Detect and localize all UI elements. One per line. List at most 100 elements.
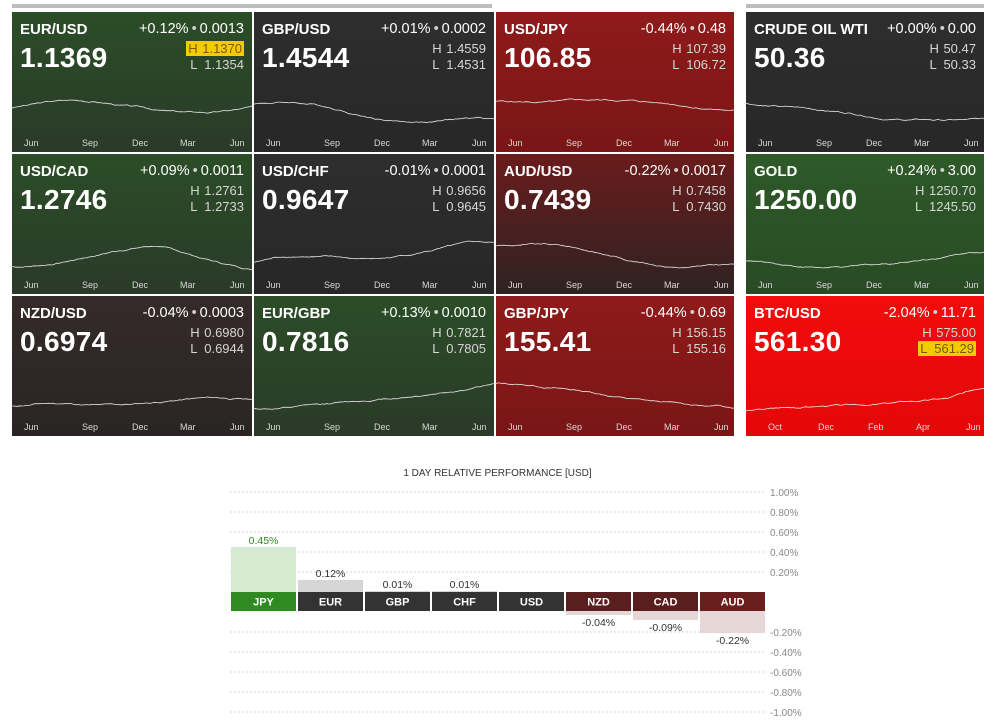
month-label: Sep: [816, 138, 833, 148]
high-low: H 0.7458 L 0.7430: [672, 183, 726, 215]
high-value: 0.7458: [686, 183, 726, 198]
low-wrap: L 0.6944: [190, 341, 244, 356]
top-divider: [12, 4, 492, 8]
change-absolute: 0.48: [697, 21, 726, 37]
bar: [298, 580, 363, 592]
month-label: Mar: [180, 138, 196, 148]
low-wrap: L 0.7805: [432, 341, 486, 356]
quote-tile-gbp-jpy[interactable]: GBP/JPY -0.44% • 0.69 155.41 H 156.15 L 155.16 Ju…: [496, 296, 734, 436]
separator-dot: •: [939, 163, 945, 179]
sparkline: [746, 251, 984, 269]
price: 0.7439: [504, 184, 592, 215]
change-percent: +0.13%: [380, 305, 431, 321]
change: +0.24% • 3.00: [887, 163, 976, 179]
quote-tile-eur-gbp[interactable]: EUR/GBP +0.13% • 0.0010 0.7816 H 0.7821 L 0.7805…: [254, 296, 494, 436]
month-label: Dec: [132, 280, 149, 290]
month-label: Jun: [266, 422, 281, 432]
high-row: H 0.6980: [190, 325, 244, 341]
month-axis: Jun Sep Dec Mar Jun: [496, 422, 734, 434]
separator-dot: •: [689, 21, 695, 37]
month-label: Jun: [508, 138, 523, 148]
high-wrap: H 156.15: [672, 325, 726, 340]
change: -0.44% • 0.48: [641, 21, 726, 37]
sparkline: [254, 101, 494, 124]
sparkline-path: [496, 382, 734, 409]
symbol: AUD/USD: [504, 163, 573, 180]
high-row: H 575.00: [918, 325, 976, 341]
change: +0.12% • 0.0013: [139, 21, 244, 37]
high-low: H 1.4559 L 1.4531: [432, 41, 486, 73]
sparkline-path: [12, 245, 252, 271]
low-value: 1.4531: [446, 57, 486, 72]
y-tick-label: 0.80%: [770, 508, 798, 519]
low-value: 0.7430: [686, 199, 726, 214]
month-label: Jun: [266, 280, 281, 290]
category-label: CHF: [453, 597, 476, 609]
month-axis: Jun Sep Dec Mar Jun: [746, 138, 984, 150]
change: +0.01% • 0.0002: [381, 21, 486, 37]
month-label: Mar: [180, 422, 196, 432]
bar: [700, 611, 765, 633]
symbol: GOLD: [754, 163, 798, 180]
sparkline-path: [496, 242, 734, 269]
high-key: H: [922, 325, 932, 340]
high-low: H 1.1370 L 1.1354: [186, 41, 244, 73]
high-wrap: H 1.4559: [432, 41, 486, 56]
low-key: L: [190, 199, 198, 214]
month-axis: Jun Sep Dec Mar Jun: [496, 138, 734, 150]
high-value: 1250.70: [929, 183, 976, 198]
y-tick-label: -1.00%: [770, 708, 802, 719]
low-row: L 0.6944: [190, 341, 244, 357]
change: +0.09% • 0.0011: [140, 163, 244, 179]
quote-tile-crude-oil-wti[interactable]: CRUDE OIL WTI +0.00% • 0.00 50.36 H 50.47 L 50.3…: [746, 12, 984, 152]
y-tick-label: 0.40%: [770, 548, 798, 559]
y-tick-label: 1.00%: [770, 488, 798, 499]
quote-tile-btc-usd[interactable]: BTC/USD -2.04% • 11.71 561.30 H 575.00 L 561.29 O…: [746, 296, 984, 436]
low-wrap: L 0.9645: [432, 199, 486, 214]
sparkline: [254, 383, 494, 410]
low-wrap: L 1.2733: [190, 199, 244, 214]
change-percent: +0.00%: [887, 21, 937, 37]
quote-tile-gbp-usd[interactable]: GBP/USD +0.01% • 0.0002 1.4544 H 1.4559 L 1.4531…: [254, 12, 494, 152]
price: 1250.00: [754, 184, 858, 215]
separator-dot: •: [689, 305, 695, 321]
quote-tile-usd-jpy[interactable]: USD/JPY -0.44% • 0.48 106.85 H 107.39 L 106.72 Ju…: [496, 12, 734, 152]
month-label: Sep: [82, 138, 99, 148]
quote-tile-nzd-usd[interactable]: NZD/USD -0.04% • 0.0003 0.6974 H 0.6980 L 0.6944…: [12, 296, 252, 436]
month-label: Dec: [866, 280, 883, 290]
month-label: Dec: [616, 280, 633, 290]
sparkline-path: [254, 383, 494, 410]
category-band: [298, 592, 363, 611]
high-value: 1.1370: [202, 41, 242, 56]
separator-dot: •: [433, 21, 439, 37]
separator-dot: •: [939, 21, 945, 37]
high-key: H: [672, 41, 682, 56]
change: -0.44% • 0.69: [641, 305, 726, 321]
change: -2.04% • 11.71: [884, 305, 976, 321]
month-label: Mar: [664, 138, 680, 148]
change-percent: +0.12%: [138, 21, 189, 37]
low-key: L: [432, 341, 440, 356]
low-value: 155.16: [686, 341, 726, 356]
high-wrap: H 1250.70: [915, 183, 976, 198]
quote-tile-aud-usd[interactable]: AUD/USD -0.22% • 0.0017 0.7439 H 0.7458 L 0.7430…: [496, 154, 734, 294]
quote-tile-usd-chf[interactable]: USD/CHF -0.01% • 0.0001 0.9647 H 0.9656 L 0.9645…: [254, 154, 494, 294]
quote-tile-gold[interactable]: GOLD +0.24% • 3.00 1250.00 H 1250.70 L 1245.50 Ju…: [746, 154, 984, 294]
high-low: H 156.15 L 155.16: [672, 325, 726, 357]
change-percent: -0.44%: [640, 21, 687, 37]
high-row: H 1250.70: [915, 183, 976, 199]
high-key: H: [672, 183, 682, 198]
change-absolute: 11.71: [940, 305, 976, 321]
month-label: Sep: [566, 422, 583, 432]
quote-tile-usd-cad[interactable]: USD/CAD +0.09% • 0.0011 1.2746 H 1.2761 L 1.2733…: [12, 154, 252, 294]
month-label: Jun: [964, 138, 979, 148]
quote-tile-eur-usd[interactable]: EUR/USD +0.12% • 0.0013 1.1369 H 1.1370 L 1.1354…: [12, 12, 252, 152]
category-label: JPY: [253, 597, 274, 609]
category-label: USD: [520, 597, 543, 609]
sparkline-path: [746, 388, 984, 412]
bar-value-label: 0.01%: [450, 579, 480, 591]
low-value: 0.7805: [446, 341, 486, 356]
sparkline-path: [254, 101, 494, 124]
price: 561.30: [754, 326, 842, 357]
change-absolute: 0.0001: [441, 163, 486, 179]
